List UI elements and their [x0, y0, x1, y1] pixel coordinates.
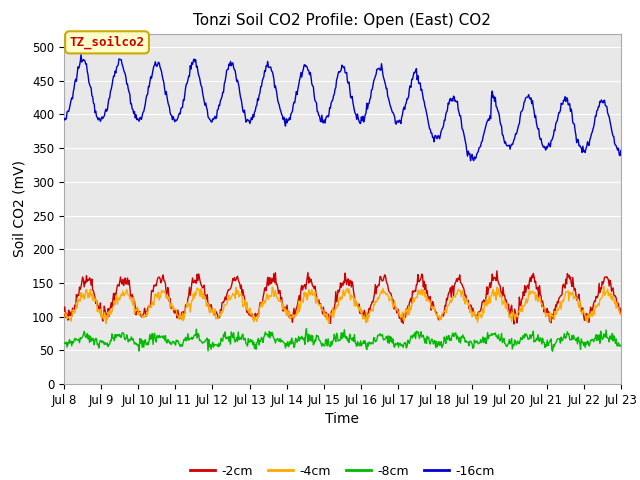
Y-axis label: Soil CO2 (mV): Soil CO2 (mV): [12, 160, 26, 257]
Legend: -2cm, -4cm, -8cm, -16cm: -2cm, -4cm, -8cm, -16cm: [186, 460, 499, 480]
Title: Tonzi Soil CO2 Profile: Open (East) CO2: Tonzi Soil CO2 Profile: Open (East) CO2: [193, 13, 492, 28]
Text: TZ_soilco2: TZ_soilco2: [70, 36, 145, 49]
X-axis label: Time: Time: [325, 412, 360, 426]
